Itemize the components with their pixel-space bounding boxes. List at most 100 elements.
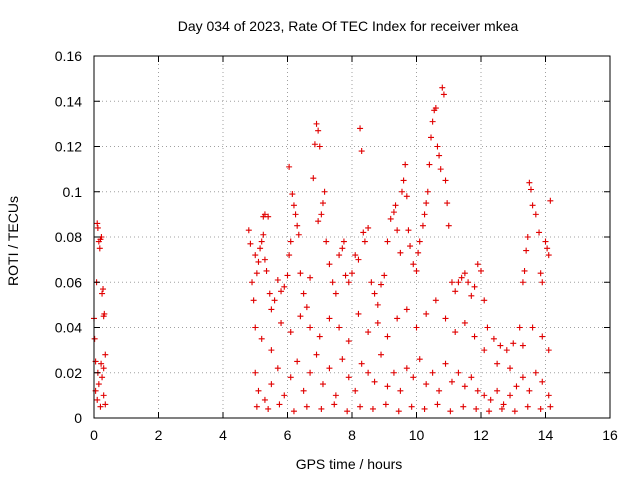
data-point xyxy=(297,270,304,277)
data-point xyxy=(434,143,441,150)
data-point xyxy=(332,290,339,297)
data-point xyxy=(539,279,546,286)
data-point xyxy=(398,188,405,195)
data-point xyxy=(102,401,109,408)
data-point xyxy=(436,152,443,159)
data-point xyxy=(357,125,364,132)
data-point xyxy=(261,396,268,403)
data-point xyxy=(402,161,409,168)
data-point xyxy=(500,401,507,408)
data-point xyxy=(513,383,520,390)
data-point xyxy=(345,338,352,345)
data-point xyxy=(265,213,272,220)
data-point xyxy=(510,340,517,347)
data-point xyxy=(519,374,526,381)
data-point xyxy=(468,292,475,299)
data-point xyxy=(99,374,106,381)
data-point xyxy=(394,315,401,322)
data-point xyxy=(274,276,281,283)
data-point xyxy=(448,378,455,385)
data-point xyxy=(300,387,307,394)
data-point xyxy=(339,356,346,363)
data-point xyxy=(403,306,410,313)
data-point xyxy=(407,243,414,250)
data-point xyxy=(444,200,451,207)
data-point xyxy=(336,252,343,259)
data-point xyxy=(408,403,415,410)
data-point xyxy=(271,297,278,304)
data-point xyxy=(323,238,330,245)
data-point xyxy=(545,252,552,259)
data-point xyxy=(387,215,394,222)
data-point xyxy=(428,134,435,141)
y-tick-label: 0 xyxy=(74,410,82,426)
data-point xyxy=(326,365,333,372)
data-point xyxy=(471,283,478,290)
data-point xyxy=(374,301,381,308)
data-point xyxy=(357,403,364,410)
data-point xyxy=(303,403,310,410)
data-point xyxy=(374,319,381,326)
data-point xyxy=(455,279,462,286)
data-point xyxy=(315,218,322,225)
data-point xyxy=(442,315,449,322)
data-point xyxy=(461,319,468,326)
data-point xyxy=(442,177,449,184)
data-point xyxy=(369,405,376,412)
data-point xyxy=(311,141,318,148)
data-point xyxy=(432,297,439,304)
data-point xyxy=(365,224,372,231)
x-axis-label: GPS time / hours xyxy=(296,456,403,472)
y-tick-label: 0.04 xyxy=(55,320,82,336)
data-point xyxy=(487,396,494,403)
data-point xyxy=(284,272,291,279)
data-point xyxy=(511,408,518,415)
data-point xyxy=(371,378,378,385)
data-point xyxy=(287,329,294,336)
data-point xyxy=(473,405,480,412)
data-point xyxy=(384,383,391,390)
x-tick-label: 2 xyxy=(155,427,163,443)
y-tick-label: 0.1 xyxy=(63,184,83,200)
data-point xyxy=(292,211,299,218)
data-point xyxy=(421,405,428,412)
data-point xyxy=(447,408,454,415)
data-point xyxy=(300,290,307,297)
data-point xyxy=(426,161,433,168)
data-point xyxy=(310,175,317,182)
data-point xyxy=(252,252,259,259)
x-tick-label: 12 xyxy=(473,427,489,443)
data-point xyxy=(474,387,481,394)
data-point xyxy=(360,229,367,236)
data-point xyxy=(255,387,262,394)
data-point xyxy=(460,403,467,410)
data-point xyxy=(529,202,536,209)
data-point xyxy=(442,360,449,367)
data-point xyxy=(410,261,417,268)
data-point xyxy=(265,405,272,412)
y-tick-label: 0.12 xyxy=(55,139,82,155)
data-point xyxy=(494,387,501,394)
data-point xyxy=(339,245,346,252)
data-point xyxy=(413,267,420,274)
data-point xyxy=(253,270,260,277)
data-point xyxy=(484,324,491,331)
data-point xyxy=(392,202,399,209)
data-point xyxy=(437,166,444,173)
data-point xyxy=(263,267,270,274)
data-point xyxy=(497,342,504,349)
y-tick-label: 0.14 xyxy=(55,93,82,109)
data-point xyxy=(384,238,391,245)
data-point xyxy=(266,290,273,297)
data-point xyxy=(542,238,549,245)
data-point xyxy=(516,324,523,331)
data-point xyxy=(276,401,283,408)
y-axis-label: ROTI / TECUs xyxy=(5,196,21,286)
data-point xyxy=(326,315,333,322)
data-point xyxy=(287,238,294,245)
data-point xyxy=(98,360,105,367)
data-point xyxy=(281,283,288,290)
data-point xyxy=(319,200,326,207)
